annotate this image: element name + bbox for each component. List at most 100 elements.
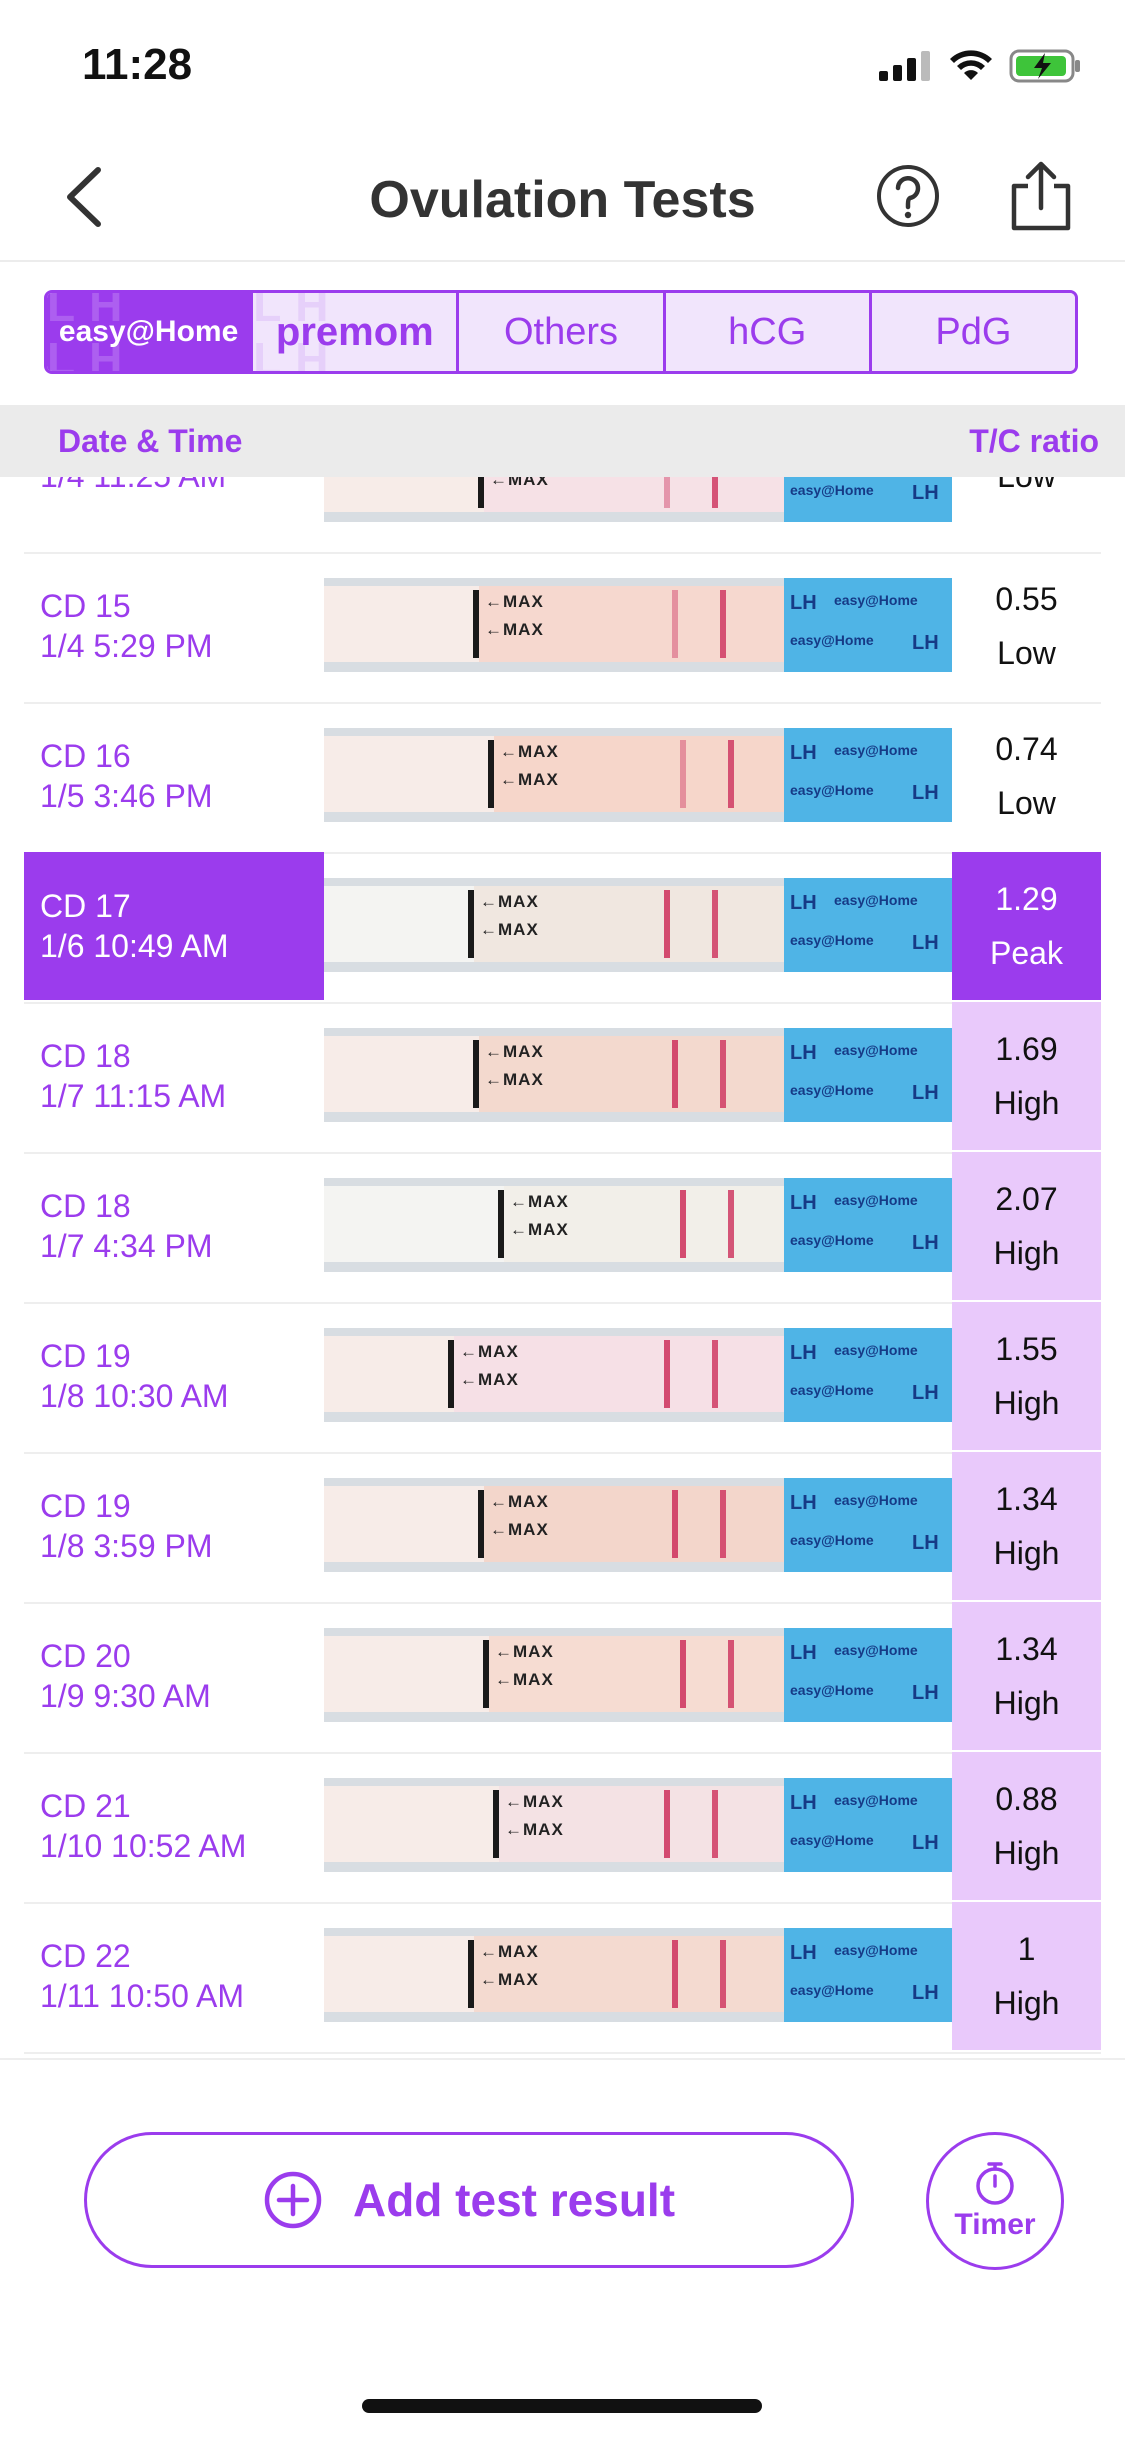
test-datetime: 1/4 5:29 PM bbox=[40, 628, 213, 664]
strip-brand-text: easy@Home bbox=[834, 742, 918, 758]
strip-max-label: ←MAX bbox=[485, 620, 544, 639]
row-date-time: CD 19 1/8 3:59 PM bbox=[24, 1452, 324, 1600]
lh-level: High bbox=[993, 1535, 1060, 1571]
strip-handle bbox=[324, 1636, 489, 1712]
row-date-time: CD 18 1/7 4:34 PM bbox=[24, 1152, 324, 1300]
strip-brand-text: easy@Home bbox=[834, 1792, 918, 1808]
strip-lh-text: LH bbox=[912, 1982, 939, 2004]
table-row[interactable]: CD 20 1/9 9:30 AM ←MAX ←MAX LH easy@Home easy@… bbox=[24, 1602, 1101, 1754]
tab-hcg-label: hCG bbox=[728, 310, 807, 353]
tc-ratio-cell: 1.29 Peak bbox=[952, 852, 1101, 1000]
cycle-day: CD 19 bbox=[40, 1338, 131, 1374]
tab-premom[interactable]: LH LH premom bbox=[253, 293, 460, 371]
tc-ratio-value: 0.55 bbox=[995, 581, 1058, 617]
strip-brand-text: easy@Home bbox=[790, 1832, 874, 1848]
table-row[interactable]: CD 17 1/6 10:49 AM ←MAX ←MAX LH easy@Home easy… bbox=[24, 852, 1101, 1004]
share-icon[interactable] bbox=[1008, 160, 1074, 232]
timer-button[interactable]: Timer bbox=[926, 2132, 1064, 2270]
test-datetime: 1/8 10:30 AM bbox=[40, 1378, 229, 1414]
strip-control-line bbox=[720, 1040, 726, 1108]
strip-max-label: ←MAX bbox=[510, 1220, 569, 1239]
strip-max-label: ←MAX bbox=[495, 1670, 554, 1689]
strip-max-label: ←MAX bbox=[480, 920, 539, 939]
strip-test-line bbox=[680, 1640, 686, 1708]
row-date-time: CD 22 1/11 10:50 AM bbox=[24, 1902, 324, 2050]
tc-ratio-cell: 1.34 High bbox=[952, 1602, 1101, 1750]
add-test-result-button[interactable]: Add test result bbox=[84, 2132, 854, 2268]
table-row[interactable]: CD 15 1/4 5:29 PM ←MAX ←MAX LH easy@Home easy@… bbox=[24, 552, 1101, 704]
strip-max-label: ←MAX bbox=[505, 1792, 564, 1811]
strip-max-line bbox=[493, 1790, 499, 1858]
row-date-time: CD 17 1/6 10:49 AM bbox=[24, 852, 324, 1000]
table-row[interactable]: CD 18 1/7 11:15 AM ←MAX ←MAX LH easy@Home easy… bbox=[24, 1002, 1101, 1154]
strip-handle bbox=[324, 1486, 484, 1562]
table-row[interactable]: 1/4 11:25 AM←MAX←MAXLHeasy@Homeeasy@Home… bbox=[24, 477, 1101, 554]
chevron-left-icon[interactable] bbox=[60, 166, 110, 228]
strip-test-line bbox=[680, 1190, 686, 1258]
table-row[interactable]: CD 19 1/8 3:59 PM ←MAX ←MAX LH easy@Home easy@… bbox=[24, 1452, 1101, 1604]
strip-handle bbox=[324, 1186, 504, 1262]
tc-ratio-value: 1 bbox=[1017, 1931, 1036, 1967]
strip-max-line bbox=[448, 1340, 454, 1408]
tc-ratio-cell: 1.69 High bbox=[952, 1002, 1101, 1150]
strip-control-line bbox=[728, 740, 734, 808]
strip-max-line bbox=[478, 477, 484, 508]
strip-control-line bbox=[712, 477, 718, 508]
strip-test-line bbox=[664, 890, 670, 958]
strip-lh-text: LH bbox=[912, 932, 939, 954]
strip-max-line bbox=[473, 1040, 479, 1108]
cycle-day: CD 19 bbox=[40, 1488, 131, 1524]
cellular-signal-icon bbox=[879, 51, 930, 81]
cycle-day: CD 18 bbox=[40, 1038, 131, 1074]
row-date-time: CD 18 1/7 11:15 AM bbox=[24, 1002, 324, 1150]
strip-max-label: ←MAX bbox=[495, 1642, 554, 1661]
tab-hcg[interactable]: hCG bbox=[665, 293, 872, 371]
test-result-list[interactable]: 1/4 11:25 AM ←MAX ←MAX LH easy@Home easy@Home… bbox=[0, 477, 1125, 2057]
strip-lh-text: LH bbox=[912, 632, 939, 654]
strip-brand-text: easy@Home bbox=[790, 1682, 874, 1698]
tab-others[interactable]: Others bbox=[459, 293, 666, 371]
tc-ratio-cell: 0.88 High bbox=[952, 1752, 1101, 1900]
strip-max-label: ←MAX bbox=[500, 770, 559, 789]
cycle-day: CD 21 bbox=[40, 1788, 131, 1824]
table-row[interactable]: CD 22 1/11 10:50 AM ←MAX ←MAX LH easy@Home eas… bbox=[24, 1902, 1101, 2054]
plus-circle-icon bbox=[264, 2171, 322, 2229]
strip-max-label: ←MAX bbox=[485, 1070, 544, 1089]
strip-max-label: ←MAX bbox=[510, 1192, 569, 1211]
tab-easy-home[interactable]: LH LH easy@Home bbox=[47, 293, 254, 371]
lh-level: High bbox=[993, 1085, 1060, 1121]
table-row[interactable]: CD 18 1/7 4:34 PM ←MAX ←MAX LH easy@Home easy@… bbox=[24, 1152, 1101, 1304]
strip-lh-text: LH bbox=[790, 742, 817, 764]
tab-pdg[interactable]: PdG bbox=[871, 293, 1075, 371]
strip-max-line bbox=[488, 740, 494, 808]
tc-ratio-cell: 1 High bbox=[952, 1902, 1101, 2050]
table-row[interactable]: CD 21 1/10 10:52 AM ←MAX ←MAX LH easy@Home eas… bbox=[24, 1752, 1101, 1904]
strip-max-label: ←MAX bbox=[490, 1520, 549, 1539]
strip-max-label: ←MAX bbox=[490, 477, 549, 489]
lh-level: High bbox=[993, 1835, 1060, 1871]
strip-test-line bbox=[680, 740, 686, 808]
table-row[interactable]: CD 19 1/8 10:30 AM ←MAX ←MAX LH easy@Home easy… bbox=[24, 1302, 1101, 1454]
cycle-day: CD 18 bbox=[40, 1188, 131, 1224]
table-row[interactable]: CD 16 1/5 3:46 PM ←MAX ←MAX LH easy@Home easy@… bbox=[24, 702, 1101, 854]
lh-level: High bbox=[993, 1985, 1060, 2021]
question-circle-icon[interactable] bbox=[876, 164, 940, 228]
strip-lh-text: LH bbox=[912, 782, 939, 804]
